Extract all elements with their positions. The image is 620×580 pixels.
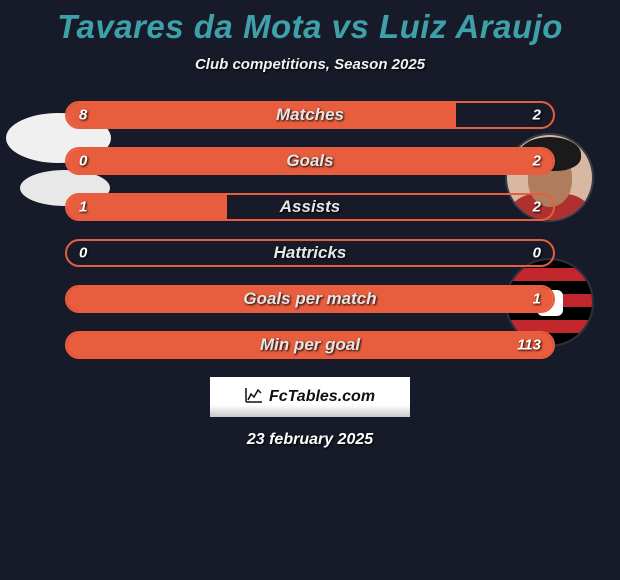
branding-badge: FcTables.com: [210, 377, 410, 417]
stat-label: Goals per match: [243, 289, 376, 309]
stat-row: 0 2 Goals: [65, 147, 555, 175]
stat-value-left: 0: [79, 153, 87, 170]
date-label: 23 february 2025: [0, 431, 620, 449]
stat-value-left: 0: [79, 245, 87, 262]
bar-fill-left: [67, 103, 456, 127]
stat-row: 8 2 Matches: [65, 101, 555, 129]
stat-label: Min per goal: [260, 335, 360, 355]
subtitle: Club competitions, Season 2025: [0, 56, 620, 73]
bar-fill-left: [67, 195, 227, 219]
stat-label: Matches: [276, 105, 344, 125]
page-title: Tavares da Mota vs Luiz Araujo: [0, 0, 620, 46]
stat-bar: 1 Goals per match: [65, 285, 555, 313]
stat-bar: 8 2 Matches: [65, 101, 555, 129]
stat-row: 0 0 Hattricks: [65, 239, 555, 267]
stat-row: 113 Min per goal: [65, 331, 555, 359]
stat-bar: 113 Min per goal: [65, 331, 555, 359]
stat-bar: 0 0 Hattricks: [65, 239, 555, 267]
stat-value-right: 0: [533, 245, 541, 262]
stat-value-left: 1: [79, 199, 87, 216]
stat-bar: 0 2 Goals: [65, 147, 555, 175]
chart-icon: [245, 387, 263, 408]
stat-label: Goals: [286, 151, 333, 171]
stat-value-right: 113: [517, 337, 541, 354]
stat-value-left: 8: [79, 107, 87, 124]
stat-label: Assists: [280, 197, 340, 217]
branding-label: FcTables.com: [269, 388, 375, 406]
stat-label: Hattricks: [274, 243, 347, 263]
stat-value-right: 2: [533, 107, 541, 124]
stat-value-right: 1: [533, 291, 541, 308]
stat-row: 1 2 Assists: [65, 193, 555, 221]
stat-value-right: 2: [533, 199, 541, 216]
stat-row: 1 Goals per match: [65, 285, 555, 313]
stat-bar: 1 2 Assists: [65, 193, 555, 221]
comparison-chart: 8 2 Matches 0 2 Goals 1 2 Assists 0 0 Hattricks 1 Goa…: [65, 101, 555, 359]
stat-value-right: 2: [533, 153, 541, 170]
